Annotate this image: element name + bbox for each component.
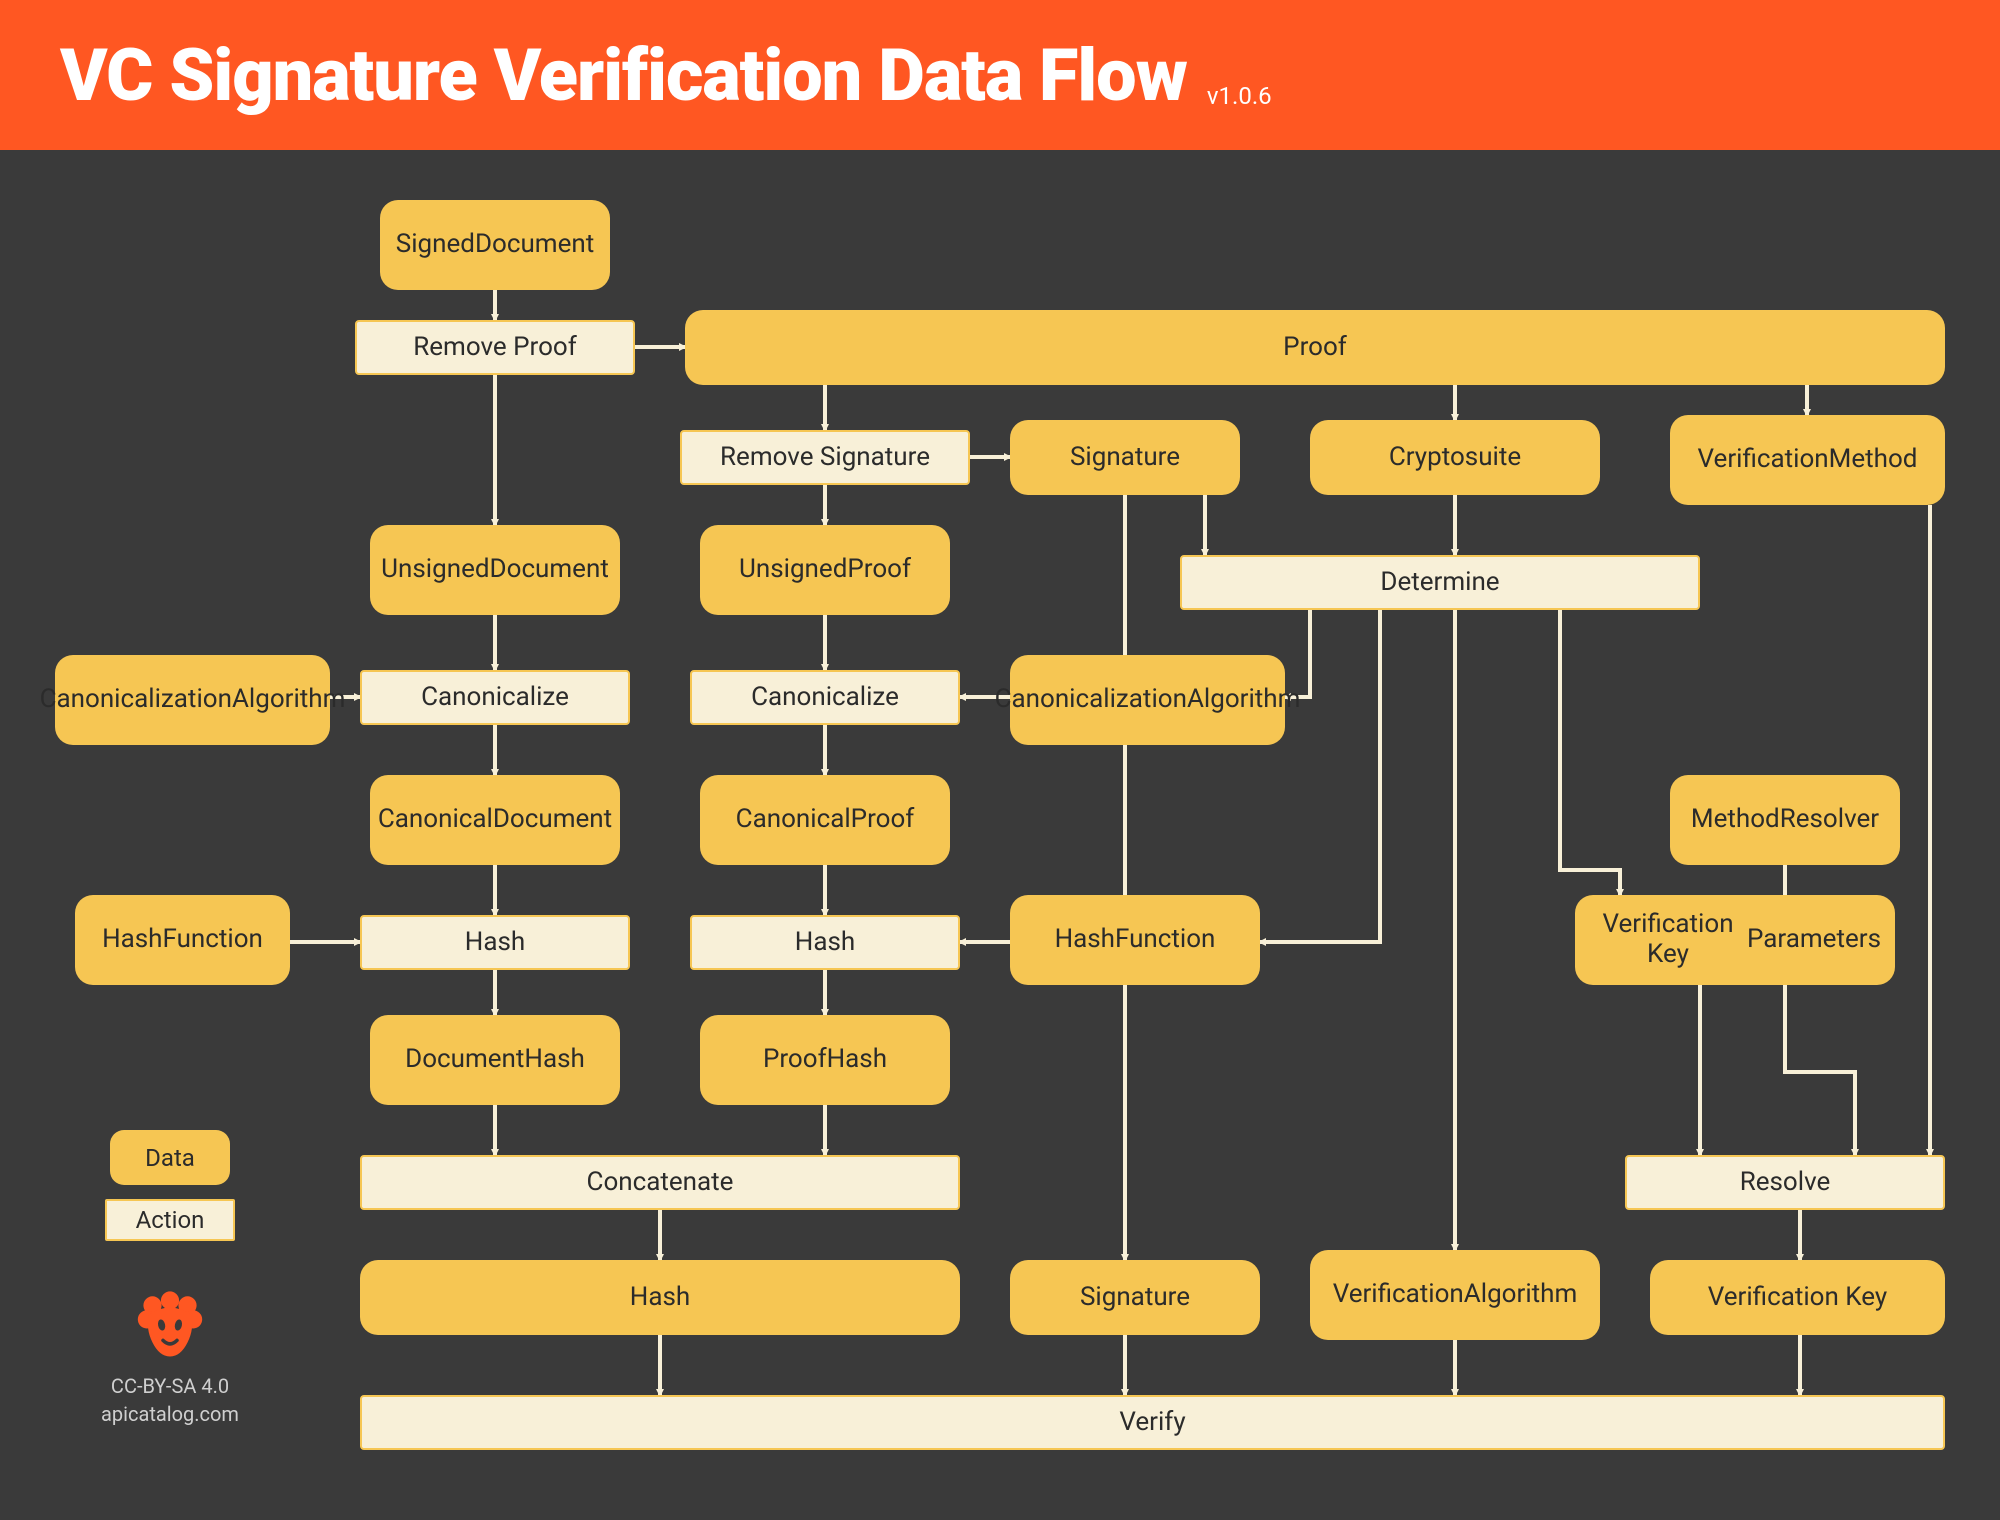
node-verification-algorithm: VerificationAlgorithm	[1310, 1250, 1600, 1340]
node-verify: Verify	[360, 1395, 1945, 1450]
node-resolve: Resolve	[1625, 1155, 1945, 1210]
node-verification-method: VerificationMethod	[1670, 415, 1945, 505]
node-cryptosuite: Cryptosuite	[1310, 420, 1600, 495]
node-canonical-document: CanonicalDocument	[370, 775, 620, 865]
logo-icon	[135, 1290, 205, 1360]
node-concatenate: Concatenate	[360, 1155, 960, 1210]
node-hash-fn-left: HashFunction	[75, 895, 290, 985]
edge-determine-to-vk_params	[1560, 610, 1620, 895]
node-hash-bottom: Hash	[360, 1260, 960, 1335]
page-title: VC Signature Verification Data Flow	[60, 33, 1187, 118]
node-method-resolver: MethodResolver	[1670, 775, 1900, 865]
site-text: apicatalog.com	[70, 1400, 270, 1428]
legend-data-node: Data	[110, 1130, 230, 1185]
header-bar: VC Signature Verification Data Flow v1.0…	[0, 0, 2000, 150]
node-signed-document: SignedDocument	[380, 200, 610, 290]
node-canonical-proof: CanonicalProof	[700, 775, 950, 865]
node-canonicalize-1: Canonicalize	[360, 670, 630, 725]
legend: Data Action	[70, 1130, 270, 1241]
diagram-canvas: VC Signature Verification Data Flow v1.0…	[0, 0, 2000, 1520]
legend-action-node: Action	[105, 1199, 235, 1241]
node-canon-alg-left: CanonicalizationAlgorithm	[55, 655, 330, 745]
node-unsigned-document: UnsignedDocument	[370, 525, 620, 615]
node-signature-top: Signature	[1010, 420, 1240, 495]
footer: CC-BY-SA 4.0 apicatalog.com	[70, 1290, 270, 1428]
node-vk-params: Verification KeyParameters	[1575, 895, 1895, 985]
node-remove-proof: Remove Proof	[355, 320, 635, 375]
node-proof: Proof	[685, 310, 1945, 385]
node-proof-hash: ProofHash	[700, 1015, 950, 1105]
node-signature-bottom: Signature	[1010, 1260, 1260, 1335]
node-document-hash: DocumentHash	[370, 1015, 620, 1105]
node-unsigned-proof: UnsignedProof	[700, 525, 950, 615]
node-hash-fn-right: HashFunction	[1010, 895, 1260, 985]
node-hash-1: Hash	[360, 915, 630, 970]
node-hash-2: Hash	[690, 915, 960, 970]
node-remove-signature: Remove Signature	[680, 430, 970, 485]
node-canonicalize-2: Canonicalize	[690, 670, 960, 725]
node-verification-key: Verification Key	[1650, 1260, 1945, 1335]
node-canon-alg-right: CanonicalizationAlgorithm	[1010, 655, 1285, 745]
version-label: v1.0.6	[1207, 82, 1272, 110]
node-determine: Determine	[1180, 555, 1700, 610]
license-text: CC-BY-SA 4.0	[70, 1372, 270, 1400]
